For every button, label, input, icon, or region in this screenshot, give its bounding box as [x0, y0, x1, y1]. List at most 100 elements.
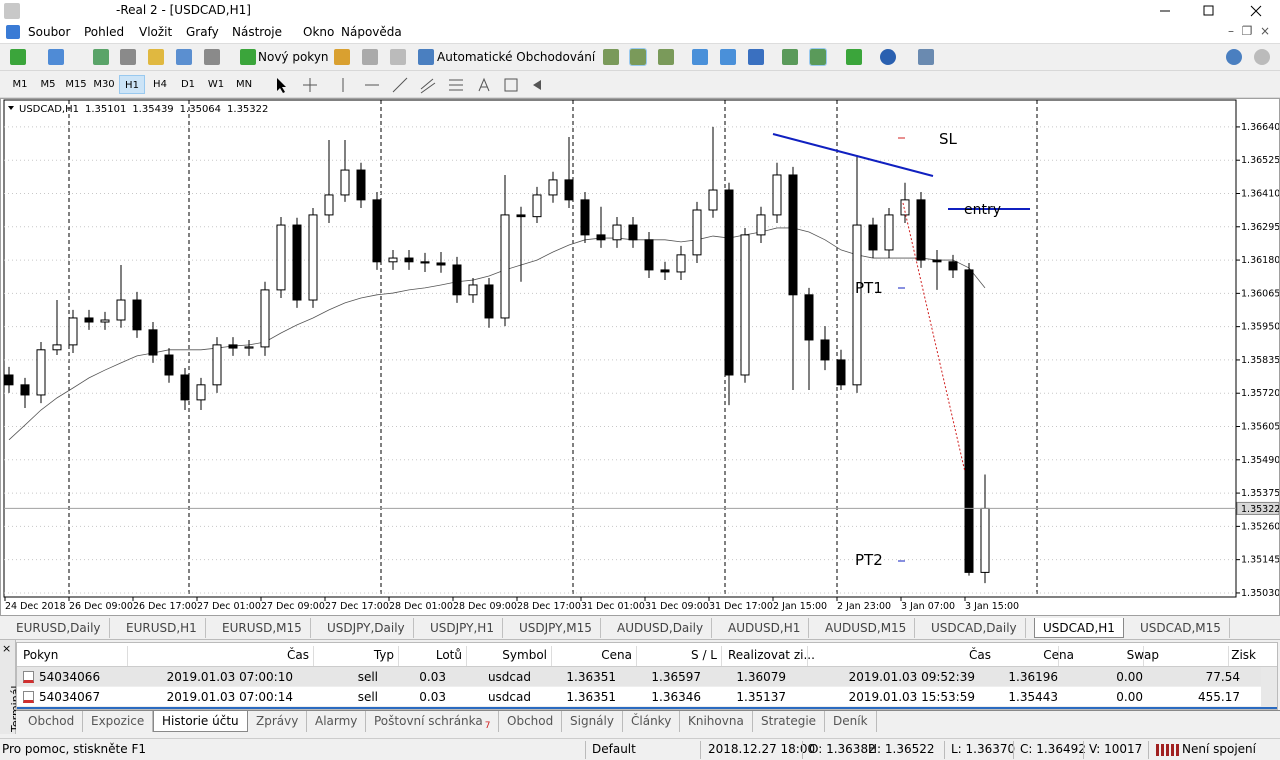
terminal-tab[interactable]: Strategie: [753, 711, 826, 732]
tool-button[interactable]: [148, 49, 164, 65]
tool-button[interactable]: [809, 48, 827, 66]
column-header[interactable]: Typ: [373, 648, 394, 662]
column-header[interactable]: Realizovat zi...: [728, 648, 815, 662]
timeframe-button[interactable]: M30: [93, 79, 115, 90]
tool-button[interactable]: [658, 49, 674, 65]
search[interactable]: [1226, 49, 1242, 65]
chart-window[interactable]: USDCAD,H1 1.35101 1.35439 1.35064 1.35322 1.…: [0, 98, 1280, 616]
chart-tab[interactable]: USDJPY,Daily: [319, 618, 414, 638]
terminal-tab[interactable]: Obchod: [499, 711, 563, 732]
column-header[interactable]: Zisk: [1231, 648, 1256, 662]
tool-button[interactable]: [748, 49, 764, 65]
status-bar: Pro pomoc, stiskněte F1 Default 2018.12.…: [0, 738, 1280, 760]
terminal-tab[interactable]: Knihovna: [680, 711, 753, 732]
close[interactable]: [1250, 5, 1262, 17]
chart-tab[interactable]: EURUSD,Daily: [8, 618, 110, 638]
tool-button[interactable]: [846, 49, 862, 65]
timeframe-button[interactable]: M5: [40, 79, 56, 90]
column-header[interactable]: Pokyn: [23, 648, 59, 662]
timeframe-button[interactable]: M15: [65, 79, 87, 90]
chart-menu-arrow[interactable]: [8, 106, 14, 110]
terminal-close[interactable]: ×: [2, 642, 12, 655]
chart-tab[interactable]: USDCAD,Daily: [923, 618, 1026, 638]
label-tool[interactable]: [504, 78, 518, 92]
chart-tab[interactable]: USDCAD,M15: [1132, 618, 1230, 638]
column-header[interactable]: Cena: [601, 648, 632, 662]
menu-item[interactable]: Okno: [303, 25, 335, 39]
shapes-tool[interactable]: [533, 80, 541, 90]
chart-tab[interactable]: EURUSD,M15: [214, 618, 311, 638]
menu-item[interactable]: Nástroje: [232, 25, 283, 39]
tool-button[interactable]: [880, 49, 896, 65]
column-header[interactable]: Swap: [1126, 648, 1159, 662]
table-row[interactable]: 54034066 2019.01.03 07:00:10 sell 0.03 usdca…: [17, 667, 1261, 687]
text-tool[interactable]: [478, 77, 490, 92]
tool-button[interactable]: [48, 49, 64, 65]
tool-button[interactable]: [603, 49, 619, 65]
tool-button[interactable]: [918, 49, 934, 65]
cursor-tool[interactable]: [277, 78, 286, 93]
tool-button[interactable]: [390, 49, 406, 65]
terminal-tab[interactable]: Zprávy: [248, 711, 308, 732]
chart-tab[interactable]: AUDUSD,M15: [817, 618, 916, 638]
column-header[interactable]: Symbol: [502, 648, 547, 662]
window-title: -Real 2 - [USDCAD,H1]: [116, 3, 251, 17]
restore[interactable]: [1203, 5, 1214, 16]
fibo-tool[interactable]: [449, 79, 463, 91]
crosshair-tool[interactable]: [303, 78, 317, 92]
chart-tab[interactable]: AUDUSD,Daily: [609, 618, 713, 638]
tool-button[interactable]: [334, 49, 350, 65]
chat[interactable]: [1254, 49, 1270, 65]
tool-button[interactable]: [629, 48, 647, 66]
chart-tab[interactable]: USDJPY,H1: [422, 618, 503, 638]
column-header[interactable]: S / L: [691, 648, 717, 662]
table-row[interactable]: 54034067 2019.01.03 07:00:14 sell 0.03 usdca…: [17, 687, 1261, 707]
mdi-controls[interactable]: – ❐ ×: [1228, 24, 1271, 38]
chart-tab[interactable]: USDCAD,H1: [1034, 618, 1124, 638]
trendline-tool[interactable]: [392, 77, 408, 93]
menu-item[interactable]: Soubor: [28, 25, 71, 39]
timeframe-button[interactable]: H4: [153, 79, 167, 90]
menu-item[interactable]: Nápověda: [341, 25, 402, 39]
tool-button[interactable]: [204, 49, 220, 65]
terminal-tab[interactable]: Deník: [825, 711, 877, 732]
terminal-tab[interactable]: Obchod: [20, 711, 84, 732]
channel-tool[interactable]: [420, 78, 436, 94]
menu-item[interactable]: Vložit: [139, 25, 173, 39]
column-header[interactable]: Čas: [969, 648, 991, 662]
auto-trading-button[interactable]: Automatické Obchodování: [437, 50, 596, 64]
tool-button[interactable]: [782, 49, 798, 65]
timeframe-button[interactable]: MN: [235, 79, 253, 90]
chart-tab[interactable]: USDJPY,M15: [511, 618, 601, 638]
column-header[interactable]: Lotů: [435, 648, 462, 662]
column-header[interactable]: Čas: [287, 648, 309, 662]
menu-item[interactable]: Pohled: [84, 25, 125, 39]
tool-button[interactable]: [10, 49, 26, 65]
terminal-tab[interactable]: Signály: [562, 711, 623, 732]
menu-item[interactable]: Grafy: [186, 25, 219, 39]
terminal-tab[interactable]: Poštovní schránka 7: [366, 711, 500, 732]
terminal-tab[interactable]: Expozice: [83, 711, 154, 732]
terminal-tab[interactable]: Články: [623, 711, 681, 732]
column-header[interactable]: Cena: [1043, 648, 1074, 662]
timeframe-button[interactable]: D1: [180, 79, 196, 90]
drawing-tools[interactable]: [265, 71, 565, 98]
tool-button[interactable]: [120, 49, 136, 65]
terminal-tab[interactable]: Historie účtu: [153, 711, 248, 732]
tool-button[interactable]: [176, 49, 192, 65]
auto-trading-icon[interactable]: [418, 49, 434, 65]
tool-button[interactable]: [93, 49, 109, 65]
tool-button[interactable]: [362, 49, 378, 65]
new-order-button[interactable]: Nový pokyn: [258, 50, 329, 64]
timeframe-button[interactable]: H1: [119, 75, 145, 94]
zoom-out[interactable]: [720, 49, 736, 65]
window-controls[interactable]: [1150, 0, 1280, 22]
chart-tab[interactable]: AUDUSD,H1: [720, 618, 810, 638]
chart-tab[interactable]: EURUSD,H1: [118, 618, 206, 638]
timeframe-button[interactable]: W1: [207, 79, 225, 90]
zoom-in[interactable]: [692, 49, 708, 65]
new-order-icon[interactable]: [240, 49, 256, 65]
terminal-tab[interactable]: Alarmy: [307, 711, 367, 732]
timeframe-button[interactable]: M1: [12, 79, 28, 90]
